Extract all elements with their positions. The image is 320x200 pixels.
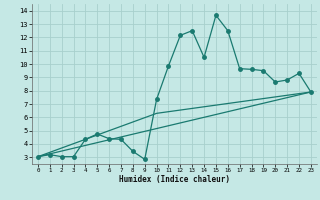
X-axis label: Humidex (Indice chaleur): Humidex (Indice chaleur) bbox=[119, 175, 230, 184]
